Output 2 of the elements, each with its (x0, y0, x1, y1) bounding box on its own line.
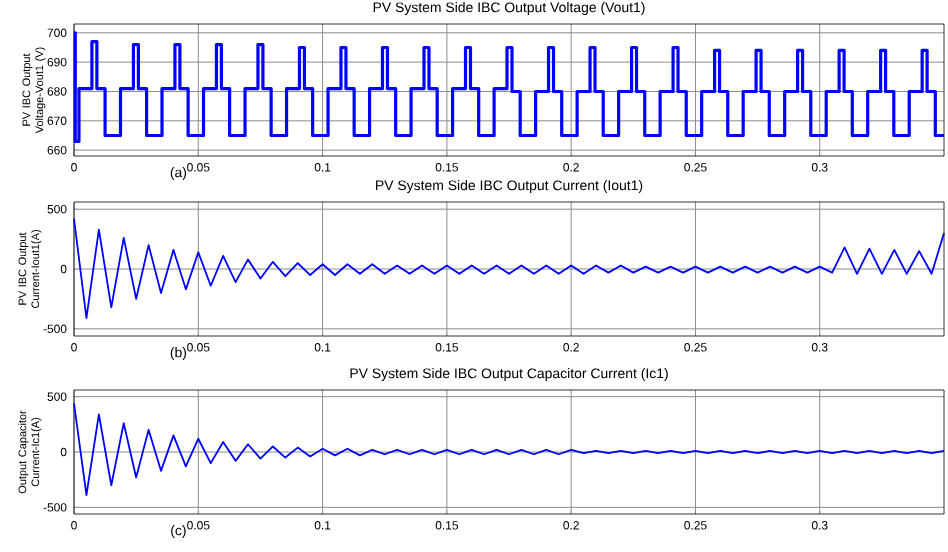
line-series (73, 402, 945, 497)
line-series (73, 217, 945, 319)
